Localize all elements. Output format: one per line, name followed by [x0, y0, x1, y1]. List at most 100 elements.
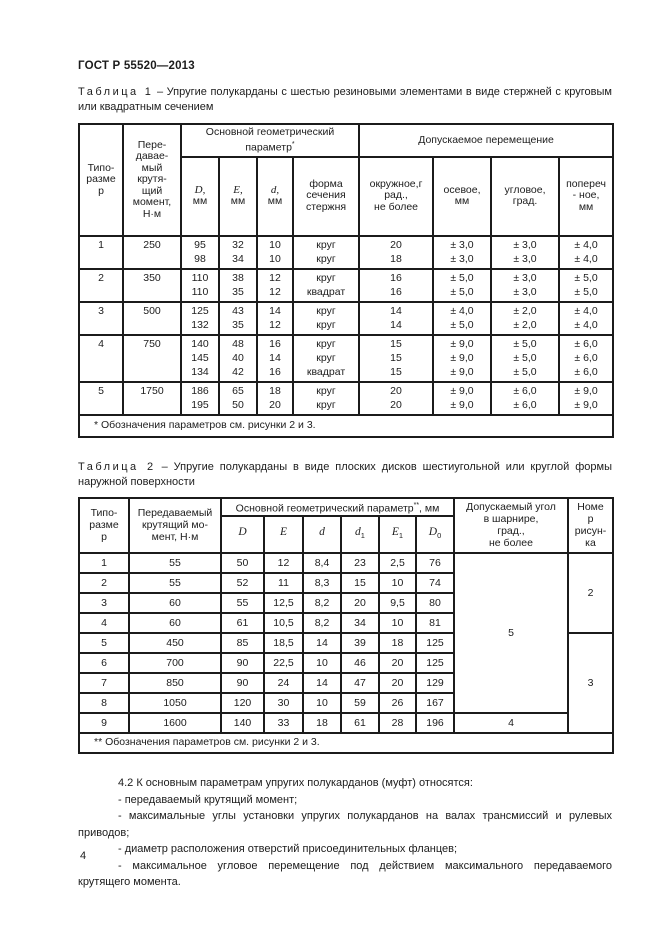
t2-header-angle: Допускаемый угол в шарнире, град., не более	[453, 496, 569, 554]
cell-d1: 39	[340, 632, 380, 654]
cell-D: 125 132	[180, 300, 220, 336]
cell-axial: ± 5,0 ± 5,0	[432, 267, 493, 303]
cell-d1: 47	[340, 672, 380, 694]
cell-axial: ± 3,0 ± 3,0	[432, 234, 493, 270]
cell-E: 12,5	[263, 592, 304, 614]
cell-D: 120	[220, 692, 265, 714]
table-row: 5 450 85 18,5 14 39 18 125 3	[78, 632, 614, 734]
cell-torque: 500	[122, 300, 182, 336]
section-list-item: - диаметр расположения отверстий присоед…	[118, 843, 458, 855]
cell-E1: 10	[378, 572, 417, 594]
cell-E1: 2,5	[378, 552, 417, 574]
cell-E: 38 35	[218, 267, 258, 303]
cell-d: 18	[302, 712, 342, 734]
cell-torque: 250	[122, 234, 182, 270]
t2-header-geometry-group: Основной геометрический параметр**, мм	[220, 496, 455, 517]
cell-E1: 10	[378, 612, 417, 634]
cell-E: 65 50	[218, 380, 258, 416]
table-footnote-row: ** Обозначения параметров см. рисунки 2 …	[78, 732, 614, 754]
cell-typesize: 3	[78, 592, 130, 614]
cell-E1: 18	[378, 632, 417, 654]
cell-typesize: 6	[78, 652, 130, 674]
t1-header-col-axial: осевое, мм	[432, 155, 493, 237]
table-row: 1 55 50 12 8,4 23 2,5 76 5 2	[78, 552, 614, 714]
cell-d1: 23	[340, 552, 380, 574]
cell-d: 8,2	[302, 592, 342, 614]
cell-circumferential: 20 18	[358, 234, 435, 270]
table-row-group: 2 350 110 110 38 35 12 12 круг квадрат 16 16 …	[78, 267, 615, 303]
cell-d: 8,4	[302, 552, 342, 574]
cell-lateral: ± 4,0 ± 4,0	[558, 300, 615, 336]
t2-header-figure: Номе р рисун-ка	[567, 496, 614, 554]
cell-D: 85	[220, 632, 265, 654]
cell-E: 30	[263, 692, 304, 714]
section-heading: 4.2 К основным параметрам упругих полука…	[118, 777, 473, 789]
cell-torque: 1050	[128, 692, 222, 714]
table-row: 4 60 61 10,5 8,2 34 10 81	[78, 612, 613, 634]
cell-shape: круг круг	[291, 300, 361, 336]
t2-header-torque: Передаваемый крутящий мо-мент, Н·м	[128, 496, 222, 554]
cell-angular: ± 6,0 ± 6,0	[490, 380, 561, 416]
cell-typesize: 1	[78, 234, 124, 270]
t1-header-typesize: Типо-разме р	[78, 123, 124, 237]
cell-D0: 125	[415, 632, 455, 654]
t2-header-col-d: d	[302, 515, 342, 554]
cell-torque: 750	[122, 333, 182, 383]
cell-E1: 28	[378, 712, 417, 734]
t2-header-col-E: E	[263, 515, 304, 554]
cell-D: 50	[220, 552, 265, 574]
cell-D0: 129	[415, 672, 455, 694]
cell-torque: 55	[128, 572, 222, 594]
t2-header-col-D: D	[220, 515, 265, 554]
cell-circumferential: 16 16	[358, 267, 435, 303]
cell-D0: 196	[415, 712, 455, 734]
cell-E1: 20	[378, 652, 417, 674]
cell-torque: 60	[128, 612, 222, 634]
table2-footnote: ** Обозначения параметров см. рисунки 2 …	[78, 732, 614, 754]
cell-angular: ± 3,0 ± 3,0	[490, 267, 561, 303]
cell-D: 186 195	[180, 380, 220, 416]
cell-d: 14	[302, 632, 342, 654]
cell-d: 18 20	[256, 380, 294, 416]
cell-torque: 450	[128, 632, 222, 654]
cell-torque: 1750	[122, 380, 182, 416]
cell-torque: 850	[128, 672, 222, 694]
cell-typesize: 4	[78, 333, 124, 383]
cell-d: 16 14 16	[256, 333, 294, 383]
table1-footnote: * Обозначения параметров см. рисунки 2 и…	[77, 413, 615, 438]
cell-typesize: 5	[78, 380, 124, 416]
cell-allowed-angle: 4	[453, 712, 569, 734]
cell-E: 18,5	[263, 632, 304, 654]
cell-D: 140	[220, 712, 265, 734]
cell-D: 110 110	[180, 267, 220, 303]
table-row-group: 5 1750 186 195 65 50 18 20 круг круг 20 20 ± …	[78, 380, 615, 416]
table-row-group: 1 250 95 98 32 34 10 10 круг круг 20 18 ± 3,0…	[78, 234, 615, 270]
table-footnote-row: * Обозначения параметров см. рисунки 2 и…	[77, 413, 615, 438]
table-2: Типо-разме р Передаваемый крутящий мо-мент…	[78, 496, 614, 754]
cell-allowed-angle: 5	[453, 552, 569, 714]
table2-caption-text: – Упругие полукарданы в виде плоских дис…	[78, 460, 612, 488]
cell-figure-number: 2	[567, 552, 614, 634]
table-row-group: 4 750 140 145 134 48 40 42 16 14 16 круг круг кв…	[78, 333, 615, 383]
cell-typesize: 3	[78, 300, 124, 336]
cell-circumferential: 14 14	[358, 300, 435, 336]
cell-E1: 26	[378, 692, 417, 714]
cell-D0: 167	[415, 692, 455, 714]
cell-d1: 61	[340, 712, 380, 734]
cell-angular: ± 5,0 ± 5,0 ± 5,0	[490, 333, 561, 383]
cell-typesize: 5	[78, 632, 130, 654]
doc-number: ГОСТ Р 55520—2013	[78, 60, 195, 72]
cell-d1: 46	[340, 652, 380, 674]
cell-shape: круг круг	[291, 234, 361, 270]
cell-D: 140 145 134	[180, 333, 220, 383]
table2-caption: Таблица 2 – Упругие полукарданы в виде п…	[78, 460, 612, 490]
cell-E: 33	[263, 712, 304, 734]
table-row: 8 1050 120 30 10 59 26 167	[78, 692, 613, 714]
t1-header-movement-group: Допускаемое перемещение	[358, 123, 615, 158]
t1-header-col-d: d, мм	[256, 155, 294, 237]
cell-D: 61	[220, 612, 265, 634]
table1-caption: Таблица 1 – Упругие полукарданы с шестью…	[78, 85, 612, 115]
cell-d: 14 12	[256, 300, 294, 336]
t1-header-col-shape: форма сечения стержня	[291, 155, 361, 237]
t1-header-torque: Пере-давае-мый крутя-щий момент, Н·м	[122, 123, 182, 237]
